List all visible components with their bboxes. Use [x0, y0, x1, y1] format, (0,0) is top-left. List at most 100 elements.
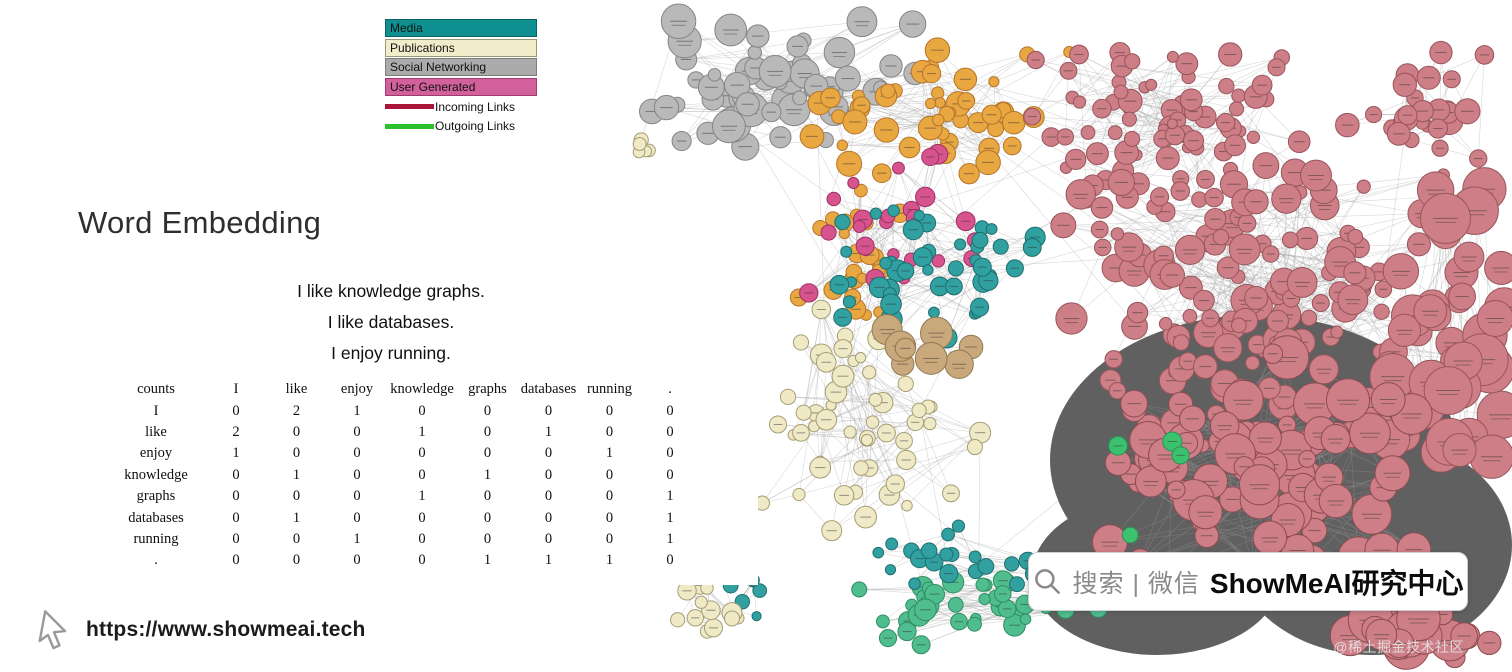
table-cell: 0: [418, 466, 426, 483]
table-cell: 0: [232, 509, 240, 526]
table-cell: 0: [232, 402, 240, 419]
table-cell: 0: [605, 402, 614, 419]
cursor-icon: [38, 610, 67, 650]
legend-line-swatch: [385, 104, 434, 110]
watermark-search-label: 搜索 | 微信: [1072, 569, 1200, 598]
table-cell: 0: [666, 402, 674, 419]
table-cell: 0: [666, 466, 674, 483]
table-cell: 1: [544, 552, 553, 569]
table-cell: 1: [418, 423, 426, 440]
content-panel-mask: [612, 165, 758, 585]
table-cell: 1: [666, 530, 674, 547]
legend-item-publications: Publications: [385, 38, 537, 57]
table-cell: 1: [418, 488, 426, 505]
table-cell: 0: [418, 445, 426, 462]
table-cell: 0: [353, 509, 361, 526]
table-cell: 0: [544, 466, 553, 483]
table-cell: databases: [520, 381, 577, 398]
table-cell: graphs: [468, 381, 507, 398]
site-url[interactable]: https://www.showmeai.tech: [86, 618, 366, 641]
table-cell: .: [154, 552, 158, 569]
table-cell: 0: [232, 530, 240, 547]
legend-line-label: Outgoing Links: [435, 119, 516, 134]
table-cell: I: [153, 402, 159, 419]
page-title: Word Embedding: [78, 205, 322, 240]
table-cell: enjoy: [139, 445, 173, 462]
table-cell: running: [133, 530, 179, 547]
table-row: knowledge 0 1 0 0 1 0 0 0: [106, 465, 700, 486]
search-icon: [1034, 568, 1060, 594]
table-cell: 0: [483, 445, 492, 462]
table-cell: 1: [353, 402, 361, 419]
table-cell: 0: [232, 466, 240, 483]
table-cell: enjoy: [340, 381, 374, 398]
table-cell: running: [586, 381, 633, 398]
table-cell: knowledge: [124, 466, 188, 483]
table-cell: 1: [353, 530, 361, 547]
table-cell: 1: [292, 466, 301, 483]
footer-url-row: https://www.showmeai.tech: [34, 608, 366, 652]
table-cell: 2: [292, 402, 301, 419]
table-cell: 0: [353, 552, 361, 569]
table-cell: 0: [353, 445, 361, 462]
table-cell: 0: [544, 509, 553, 526]
table-cell: like: [145, 423, 167, 440]
table-cell: 0: [666, 423, 674, 440]
table-cell: 0: [232, 488, 240, 505]
table-cell: 0: [418, 552, 426, 569]
watermark-badge: 搜索 | 微信 ShowMeAI研究中心: [1028, 552, 1468, 611]
table-row: graphs 0 0 0 1 0 0 0 1: [106, 486, 700, 507]
table-cell: 0: [353, 466, 361, 483]
network-graph: [612, 3, 1512, 670]
table-cell: 0: [483, 488, 492, 505]
table-cell: 1: [232, 445, 240, 462]
table-cell: 0: [292, 445, 301, 462]
table-cell: 0: [292, 552, 301, 569]
table-cell: knowledge: [390, 381, 454, 398]
table-cell: 0: [544, 402, 553, 419]
table-cell: 0: [483, 509, 492, 526]
table-row: like 2 0 0 1 0 1 0 0: [106, 422, 700, 443]
sentence: I enjoy running.: [331, 343, 451, 363]
table-cell: 1: [483, 466, 492, 483]
table-cell: 0: [483, 530, 492, 547]
table-row: databases 0 1 0 0 0 0 0 1: [106, 507, 700, 528]
table-cell: 0: [232, 552, 240, 569]
table-cell: I: [233, 381, 239, 398]
table-cell: 0: [418, 509, 426, 526]
table-cell: like: [285, 381, 308, 398]
table-cell: databases: [128, 509, 184, 526]
table-cell: 0: [292, 530, 301, 547]
legend-line-label: Incoming Links: [435, 99, 516, 114]
table-cell: 0: [418, 530, 426, 547]
table-cell: 0: [666, 445, 674, 462]
table-cell: 0: [353, 423, 361, 440]
legend-item-media: Media: [385, 19, 537, 37]
table-cell: 1: [605, 552, 614, 569]
table-cell: 1: [483, 552, 492, 569]
table-cell: 0: [483, 402, 492, 419]
table-cell: 0: [292, 423, 301, 440]
table-cell: 1: [666, 488, 674, 505]
table-cell: counts: [137, 381, 175, 398]
table-cell: 0: [605, 423, 614, 440]
sentence: I like knowledge graphs.: [297, 281, 485, 301]
table-cell: 1: [292, 509, 301, 526]
sentence: I like databases.: [327, 312, 455, 332]
legend-link-incoming-links: Incoming Links: [385, 97, 545, 117]
legend-item-user-generated: User Generated: [385, 77, 537, 96]
table-cell: 0: [483, 423, 492, 440]
table-cell: 0: [666, 552, 674, 569]
table-cell: 0: [544, 488, 553, 505]
table-cell: 0: [418, 402, 426, 419]
watermark-brand: ShowMeAI研究中心: [1209, 567, 1464, 599]
example-sentences: I like knowledge graphs. I like database…: [240, 276, 542, 369]
legend-item-social-networking: Social Networking: [385, 58, 537, 76]
table-cell: 1: [544, 423, 553, 440]
table-cell: 0: [353, 488, 361, 505]
table-cell: 0: [605, 530, 614, 547]
table-cell: .: [668, 381, 672, 398]
